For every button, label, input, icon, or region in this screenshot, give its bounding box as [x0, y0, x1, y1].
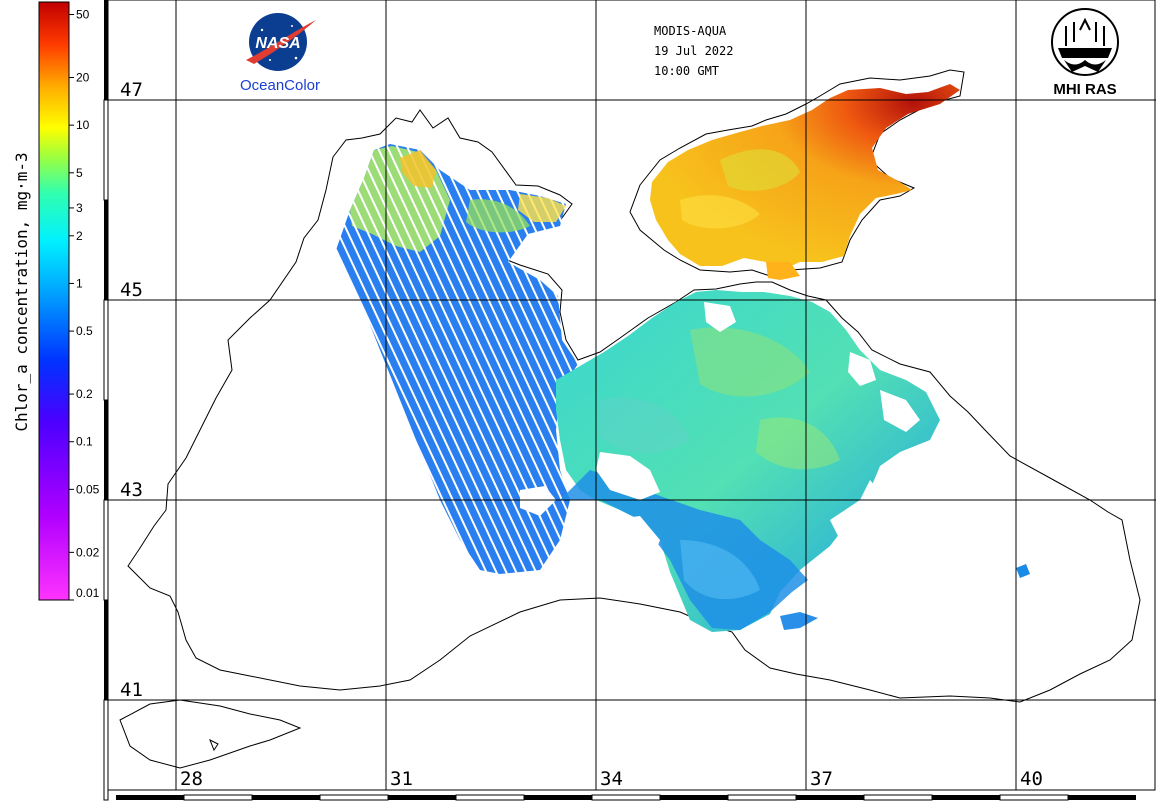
- lat-label-43: 43: [120, 479, 143, 501]
- bottom-scale-bar: [116, 794, 1136, 801]
- left-scale-bar: [103, 0, 109, 801]
- east-patch: [1016, 564, 1030, 578]
- lon-label-40: 40: [1020, 768, 1043, 790]
- colorbar-tick-label-10: 10: [76, 118, 90, 132]
- time-label: 10:00 GMT: [654, 64, 719, 78]
- nasa-logo: NASA: [246, 13, 316, 71]
- colorbar: 50 20 10 5 3 2 1 0.5 0.2 0.1 0.05 0.02 0.01 Chlor_a …: [12, 1, 100, 601]
- colorbar-tick-label-3: 3: [76, 201, 83, 215]
- lat-label-41: 41: [120, 679, 143, 701]
- mhi-ras-logo-text: MHI RAS: [1053, 81, 1116, 98]
- azov-sea-swirl: [720, 149, 800, 191]
- lon-label-31: 31: [390, 768, 413, 790]
- colorbar-tick-label-1: 1: [76, 276, 83, 290]
- colorbar-tick-label-0.02: 0.02: [76, 545, 100, 559]
- date-label: 19 Jul 2022: [654, 44, 733, 58]
- lon-label-34: 34: [600, 768, 623, 790]
- colorbar-gradient: [38, 1, 70, 601]
- lat-label-47: 47: [120, 79, 143, 101]
- mhi-ras-logo: [1051, 8, 1119, 76]
- cloud-gaps: [520, 302, 920, 566]
- colorbar-tick-label-0.01: 0.01: [76, 586, 100, 600]
- colorbar-tick-label-0.1: 0.1: [76, 435, 93, 449]
- lon-label-28: 28: [180, 768, 203, 790]
- colorbar-tick-label-20: 20: [76, 71, 90, 85]
- nw-shelf-swath: [336, 144, 578, 574]
- colorbar-title: Chlor_a concentration, mg·m-3: [12, 152, 31, 431]
- sensor-label: MODIS-AQUA: [654, 24, 727, 38]
- colorbar-tick-label-50: 50: [76, 8, 90, 22]
- colorbar-tick-label-0.05: 0.05: [76, 482, 100, 496]
- kerch-plume: [766, 262, 800, 280]
- colorbar-tick-label-0.5: 0.5: [76, 324, 93, 338]
- colorbar-tick-label-2: 2: [76, 229, 83, 243]
- lat-label-45: 45: [120, 279, 143, 301]
- colorbar-tick-label-0.2: 0.2: [76, 387, 93, 401]
- lat-lon-grid: [108, 0, 1156, 790]
- oceancolor-logo-text: OceanColor: [240, 77, 320, 94]
- svg-text:NASA: NASA: [255, 35, 300, 52]
- colorbar-tick-label-5: 5: [76, 166, 83, 180]
- lon-label-37: 37: [810, 768, 833, 790]
- open-sea-central: [556, 290, 940, 632]
